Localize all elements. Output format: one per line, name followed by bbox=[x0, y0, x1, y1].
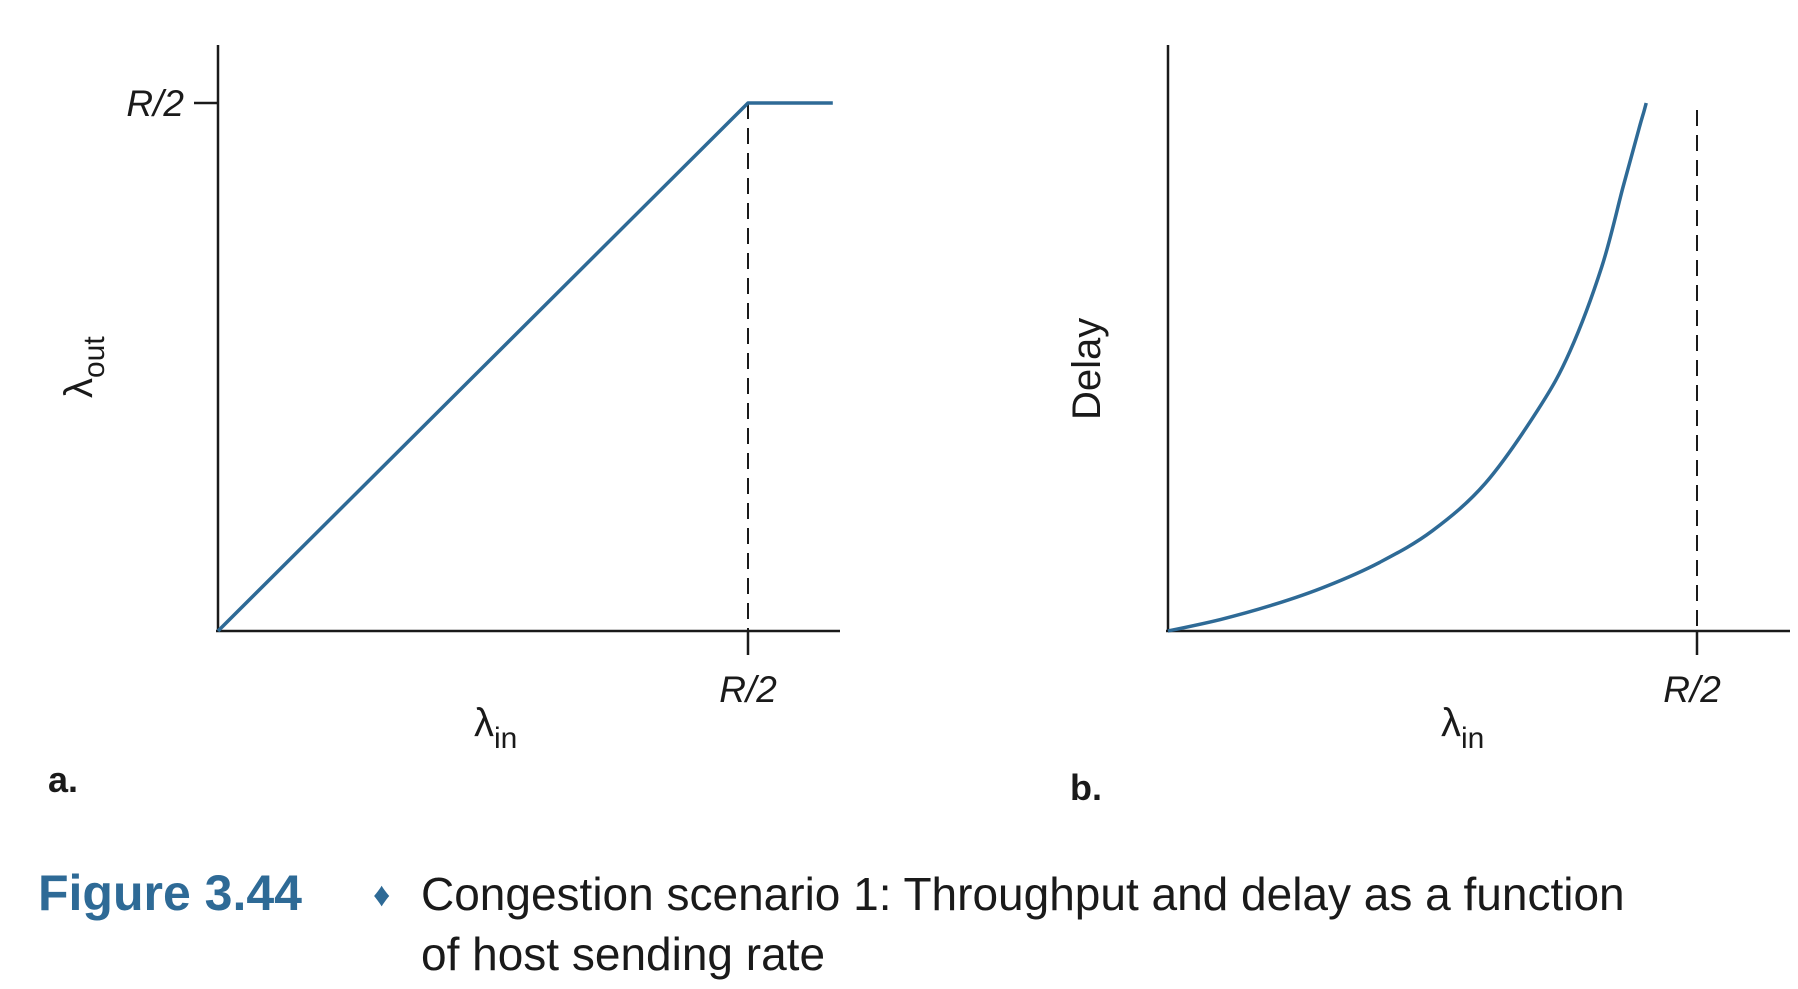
chart-b-y-axis-label: Delay bbox=[1065, 318, 1109, 420]
chart-b-x-axis-label: λin bbox=[1441, 701, 1484, 755]
chart-a-x-tick-label: R/2 bbox=[719, 669, 777, 710]
chart-b-x-axis-symbol: λ bbox=[1441, 701, 1461, 745]
chart-b-series-line bbox=[1167, 102, 1648, 633]
chart-a-x-axis-label: λin bbox=[474, 701, 517, 755]
svg-text:λin: λin bbox=[1441, 701, 1484, 755]
caption-label: Figure 3.44 bbox=[38, 865, 302, 921]
svg-text:λin: λin bbox=[474, 701, 517, 755]
chart-a-x-axis-symbol: λ bbox=[474, 701, 494, 745]
chart-a: R/2 R/2 λin λout a. bbox=[48, 45, 840, 800]
chart-a-y-tick-label: R/2 bbox=[126, 83, 184, 124]
caption-line-2: of host sending rate bbox=[421, 928, 825, 980]
chart-b-x-axis-subscript: in bbox=[1461, 722, 1484, 755]
chart-a-y-axis-symbol: λ bbox=[57, 378, 101, 398]
chart-b-panel-label: b. bbox=[1070, 767, 1102, 808]
chart-b-x-tick-label: R/2 bbox=[1663, 669, 1721, 710]
chart-a-series-line bbox=[216, 101, 833, 633]
caption-line-1: Congestion scenario 1: Throughput and de… bbox=[421, 868, 1625, 920]
chart-a-panel-label: a. bbox=[48, 759, 78, 800]
caption-diamond-icon: ♦ bbox=[373, 876, 390, 914]
svg-text:λout: λout bbox=[57, 336, 111, 398]
chart-b: R/2 λin Delay b. bbox=[1065, 45, 1790, 808]
chart-a-x-axis-subscript: in bbox=[494, 722, 517, 755]
figure-caption: Figure 3.44 ♦ Congestion scenario 1: Thr… bbox=[38, 865, 1625, 980]
chart-a-y-axis-label: λout bbox=[57, 336, 111, 398]
chart-a-y-axis-subscript: out bbox=[78, 336, 111, 378]
